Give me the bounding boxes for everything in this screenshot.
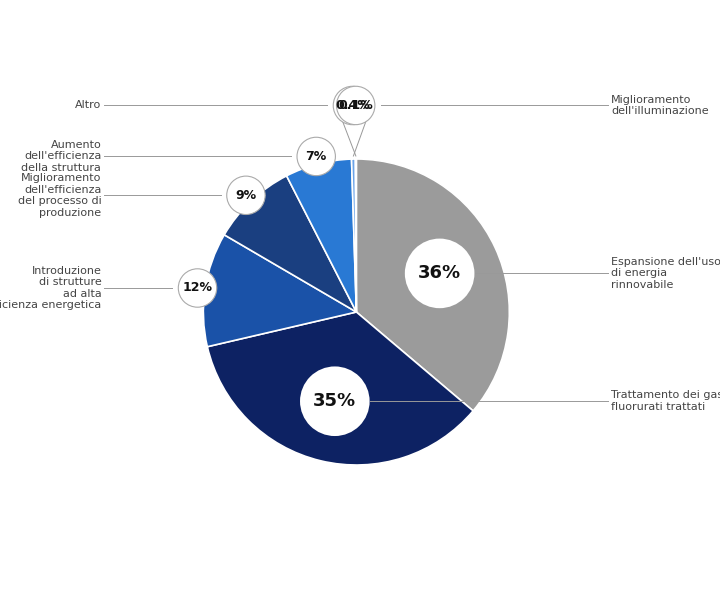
Text: Aumento
dell'efficienza
della struttura: Aumento dell'efficienza della struttura (22, 140, 102, 173)
Text: Altro: Altro (75, 100, 102, 110)
Circle shape (405, 239, 474, 308)
Wedge shape (224, 176, 356, 312)
Wedge shape (356, 159, 509, 411)
Circle shape (179, 269, 217, 307)
Text: 7%: 7% (305, 150, 327, 163)
Text: 0.4%: 0.4% (335, 99, 370, 112)
Wedge shape (207, 312, 473, 465)
Circle shape (333, 86, 372, 125)
Text: 36%: 36% (418, 265, 462, 283)
Text: 0.1%: 0.1% (338, 99, 373, 112)
Text: 35%: 35% (313, 392, 356, 410)
Text: 9%: 9% (235, 189, 256, 202)
Circle shape (297, 137, 336, 176)
Text: Miglioramento
dell'illuminazione: Miglioramento dell'illuminazione (611, 95, 709, 116)
Circle shape (227, 176, 265, 215)
Circle shape (300, 367, 369, 436)
Text: Miglioramento
dell'efficienza
del processo di
produzione: Miglioramento dell'efficienza del proces… (17, 173, 102, 218)
Wedge shape (203, 235, 356, 347)
Text: 12%: 12% (182, 281, 212, 295)
Wedge shape (351, 159, 356, 312)
Text: Espansione dell'uso
di energia
rinnovabile: Espansione dell'uso di energia rinnovabi… (611, 257, 720, 290)
Circle shape (336, 86, 375, 125)
Text: Introduzione
di strutture
ad alta
efficienza energetica: Introduzione di strutture ad alta effici… (0, 266, 102, 310)
Text: Trattamento dei gas
fluorurati trattati: Trattamento dei gas fluorurati trattati (611, 391, 720, 412)
Wedge shape (287, 159, 356, 312)
